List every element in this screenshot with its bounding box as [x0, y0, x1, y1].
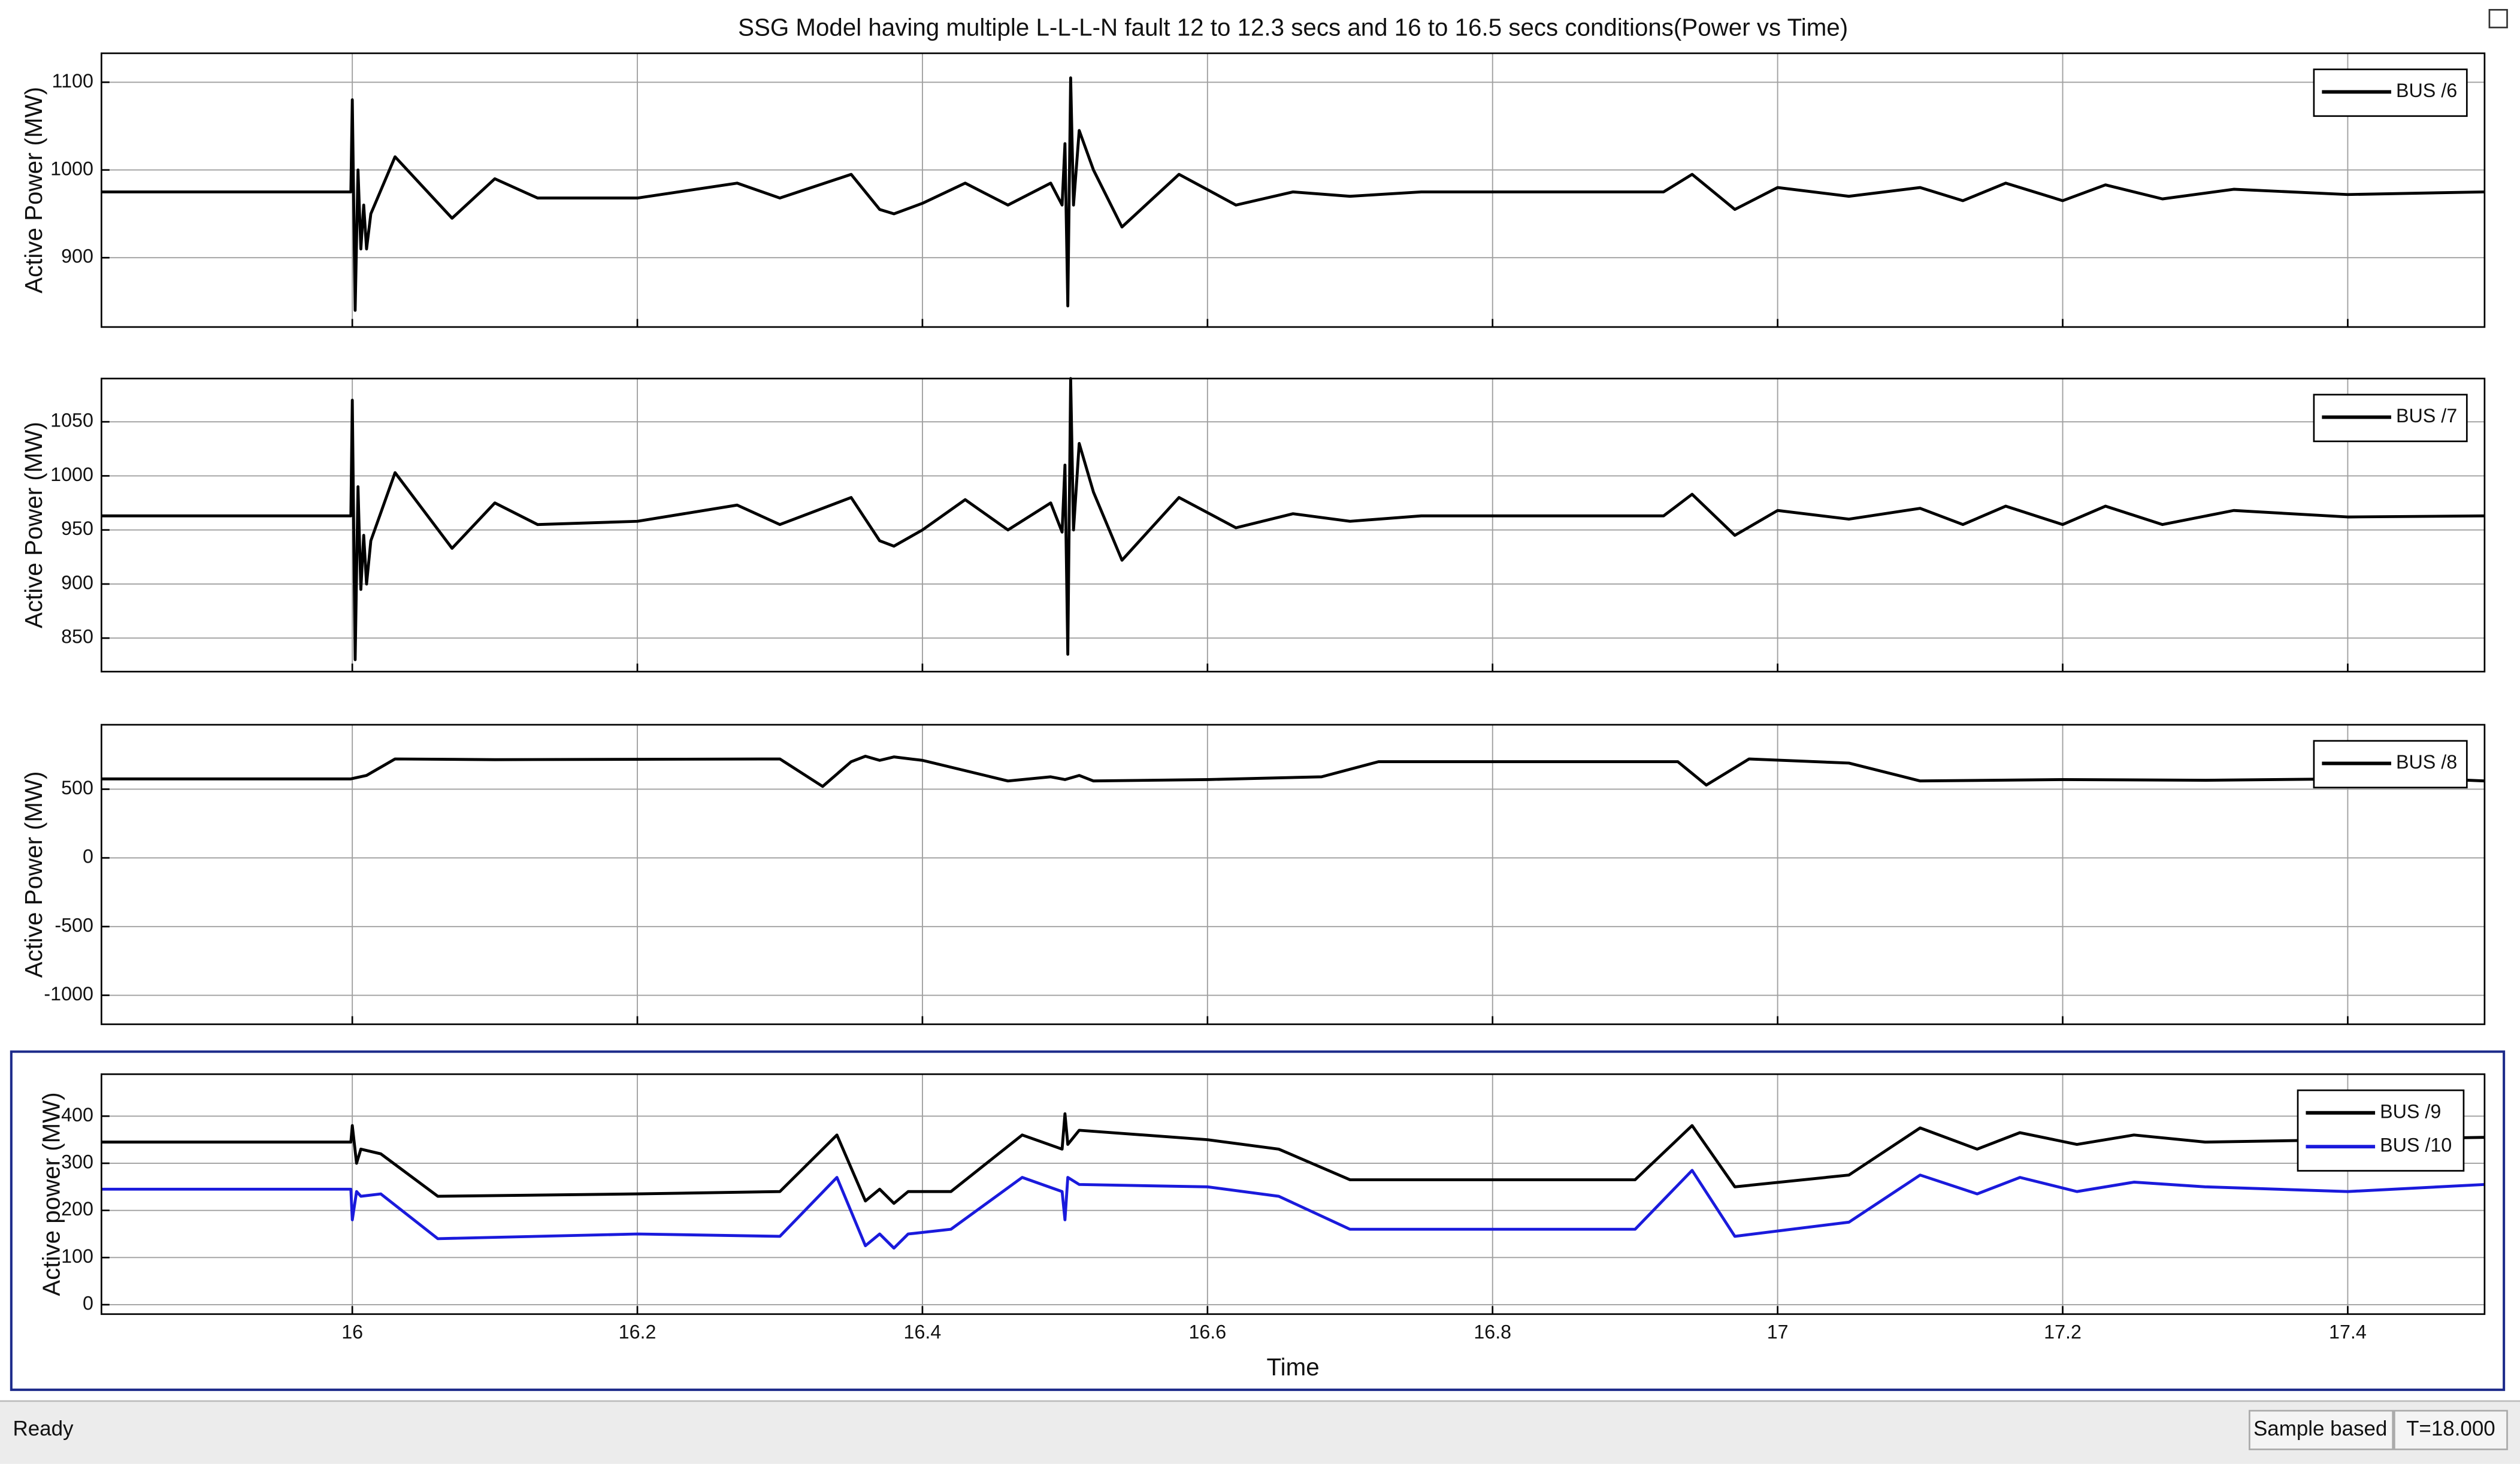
legend-label: BUS /7: [2396, 405, 2457, 427]
y-tick-label: 900: [61, 246, 93, 267]
data-line: [101, 755, 2485, 788]
y-tick-label: 100: [61, 1245, 93, 1267]
data-line: [101, 377, 2485, 661]
y-tick-label: 1000: [50, 464, 93, 485]
y-tick-label: 900: [61, 571, 93, 593]
y-tick-label: 300: [61, 1151, 93, 1172]
x-tick-label: 16.2: [619, 1321, 657, 1343]
y-axis-label: Active Power (MW): [20, 771, 47, 978]
y-axis-label: Active Power (MW): [20, 87, 47, 294]
y-tick-label: 950: [61, 518, 93, 539]
data-line: [101, 1169, 2485, 1250]
dock-icon[interactable]: [2488, 9, 2508, 29]
legend-label: BUS /9: [2380, 1100, 2441, 1122]
y-tick-label: 0: [83, 846, 93, 867]
plot-frame: [101, 52, 2486, 328]
legend-box: [2297, 1089, 2465, 1172]
status-field: [2393, 1409, 2508, 1450]
y-tick-label: 1000: [50, 158, 93, 179]
x-tick-label: 17.2: [2044, 1321, 2082, 1343]
status-field: [2249, 1409, 2394, 1450]
x-tick-label: 16.8: [1474, 1321, 1511, 1343]
plot-area: [101, 1074, 2485, 1314]
x-tick-label: 17: [1767, 1321, 1789, 1343]
data-line: [101, 76, 2485, 312]
status-bar: [0, 1401, 2520, 1464]
y-tick-label: 850: [61, 626, 93, 648]
y-tick-label: -500: [55, 914, 93, 936]
legend-label: BUS /10: [2380, 1135, 2452, 1156]
legend-label: BUS /8: [2396, 751, 2457, 773]
x-tick-label: 16: [341, 1321, 363, 1343]
legend-label: BUS /6: [2396, 80, 2457, 101]
plot-frame: [101, 724, 2486, 1026]
y-axis-label: Active Power (MW): [20, 422, 47, 628]
status-time: T=18.000: [2406, 1417, 2495, 1441]
window-title: SSG Model having multiple L-L-L-N fault …: [738, 13, 1848, 41]
y-tick-label: 200: [61, 1198, 93, 1220]
y-tick-label: 400: [61, 1104, 93, 1126]
status-text: Ready: [13, 1417, 74, 1441]
plot-area: [101, 378, 2485, 672]
x-tick-label: 16.4: [904, 1321, 942, 1343]
x-tick-label: 16.6: [1188, 1321, 1226, 1343]
selected-axes-frame: [10, 1050, 2506, 1392]
plot-area: [101, 724, 2485, 1024]
y-tick-label: 1050: [50, 410, 93, 431]
plot-frame: [101, 377, 2486, 673]
y-tick-label: 0: [83, 1293, 93, 1314]
plot-frame: [101, 1073, 2486, 1315]
y-tick-label: -1000: [44, 983, 93, 1005]
y-tick-label: 1100: [52, 70, 93, 92]
data-line: [101, 1112, 2485, 1205]
x-tick-label: 17.4: [2329, 1321, 2367, 1343]
y-axis-label: Active power (MW): [37, 1092, 65, 1296]
status-mode: Sample based: [2253, 1417, 2387, 1441]
y-tick-label: 500: [61, 777, 93, 798]
x-axis-label: Time: [1267, 1353, 1320, 1381]
